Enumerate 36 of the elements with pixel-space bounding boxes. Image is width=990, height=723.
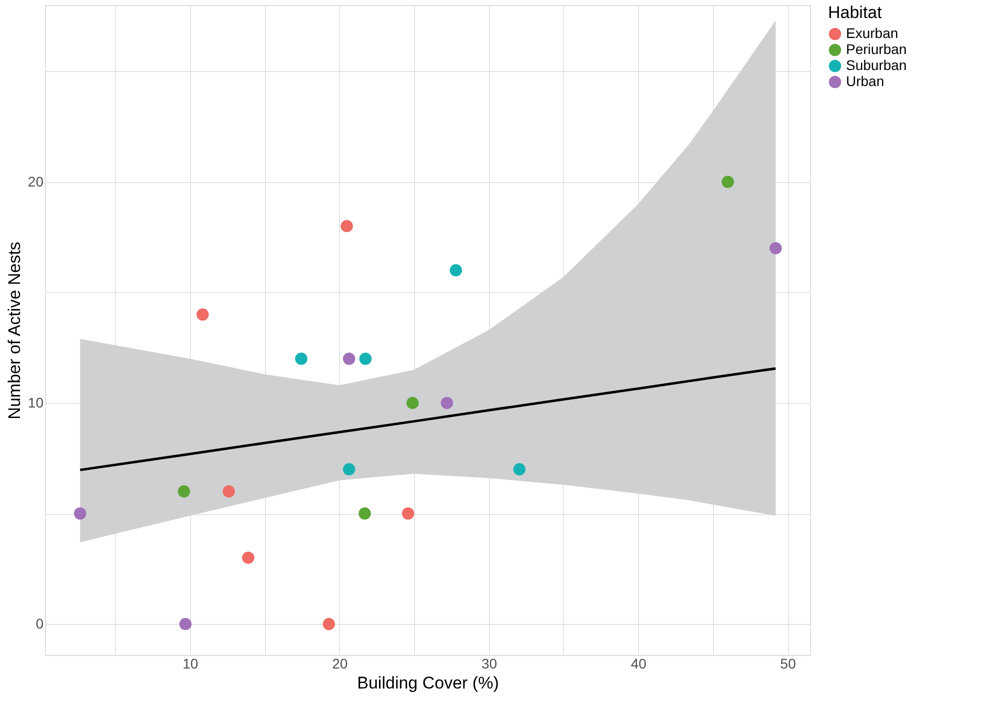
y-tick-label: 0 <box>36 616 44 632</box>
point <box>440 396 454 410</box>
x-tick-label: 40 <box>630 656 647 672</box>
point <box>513 463 526 476</box>
line-series <box>78 367 777 472</box>
legend-label: Suburban <box>846 57 907 73</box>
point <box>770 242 782 254</box>
legend-title: Habitat <box>828 3 882 22</box>
point <box>179 618 192 630</box>
point <box>222 485 235 498</box>
x-tick-label: 10 <box>182 656 198 672</box>
point <box>342 463 356 476</box>
point <box>406 396 419 410</box>
legend-label: Urban <box>846 73 884 89</box>
point <box>402 507 414 520</box>
point <box>450 264 462 276</box>
point <box>342 352 356 365</box>
point <box>722 176 734 188</box>
point <box>196 308 209 321</box>
point <box>242 552 254 564</box>
point <box>295 352 308 365</box>
point <box>358 507 371 520</box>
x-tick-label: 20 <box>332 656 348 672</box>
point <box>322 618 336 630</box>
y-axis-title: Number of Active Nests <box>4 242 24 420</box>
point <box>340 220 353 232</box>
x-tick-label: 50 <box>780 656 796 672</box>
legend-label: Periurban <box>846 41 907 57</box>
point <box>359 352 372 365</box>
point <box>74 507 86 520</box>
x-tick-label: 30 <box>481 656 498 672</box>
legend-label: Exurban <box>846 25 898 41</box>
y-tick-label: 20 <box>28 173 44 190</box>
point <box>178 485 190 498</box>
x-axis-title: Building Cover (%) <box>357 674 499 692</box>
y-tick-label: 10 <box>28 394 44 410</box>
